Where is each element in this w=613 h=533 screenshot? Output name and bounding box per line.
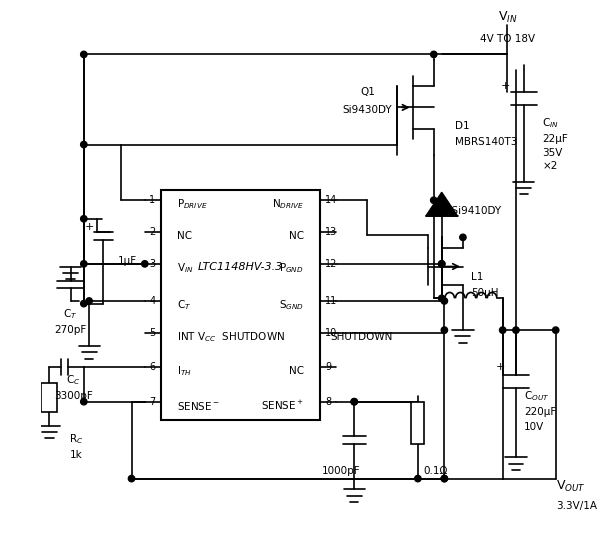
Text: R$_C$: R$_C$ [69,432,83,446]
Text: 2: 2 [149,227,155,237]
Text: 270pF: 270pF [55,325,86,335]
Text: C$_{IN}$: C$_{IN}$ [543,116,559,130]
Bar [411,402,424,444]
Text: I$_{TH}$: I$_{TH}$ [177,365,191,378]
Circle shape [460,234,466,240]
Circle shape [414,475,421,482]
Circle shape [441,327,447,333]
Circle shape [430,51,437,58]
Text: NC: NC [177,231,192,241]
Text: +: + [495,362,504,372]
Circle shape [81,51,87,58]
Circle shape [441,475,447,482]
Circle shape [81,399,87,405]
Text: 50μH: 50μH [471,288,498,298]
Text: LTC1148HV-3.3: LTC1148HV-3.3 [197,262,283,271]
Bar [42,383,57,413]
Circle shape [81,216,87,222]
Text: 1μF: 1μF [118,256,137,266]
Text: C$_C$: C$_C$ [66,374,80,387]
Text: 22μF: 22μF [543,134,568,144]
Text: 13: 13 [325,227,337,237]
Circle shape [351,399,357,405]
Text: S$_{GND}$: S$_{GND}$ [279,298,304,312]
Text: V$_{IN}$: V$_{IN}$ [177,261,193,275]
Circle shape [128,475,135,482]
Text: 1: 1 [149,195,155,205]
Text: Q2, Si9410DY: Q2, Si9410DY [430,206,501,216]
Text: ×2: ×2 [543,161,558,171]
Text: SHUTDOWN: SHUTDOWN [330,332,393,342]
Text: 35V: 35V [543,148,563,158]
Text: 220μF: 220μF [524,407,556,417]
Text: 12: 12 [325,259,337,269]
Circle shape [441,475,447,482]
Text: 8: 8 [325,397,331,407]
Text: L1: L1 [471,272,483,282]
Text: Q1: Q1 [360,86,375,96]
Text: 3: 3 [149,259,155,269]
Text: +: + [501,81,510,91]
Circle shape [430,197,437,204]
Text: 6: 6 [149,362,155,372]
Circle shape [438,261,445,267]
Text: SENSE$^+$: SENSE$^+$ [261,399,304,413]
Text: 9: 9 [325,362,331,372]
Text: 3300pF: 3300pF [54,391,93,401]
Circle shape [438,261,445,267]
Circle shape [512,327,519,333]
Text: +: + [85,222,94,232]
Text: 4: 4 [149,296,155,306]
Text: 0.1Ω: 0.1Ω [423,466,447,475]
Text: 5: 5 [149,328,155,338]
Text: 11: 11 [325,296,337,306]
Text: 3.3V/1A: 3.3V/1A [556,501,596,511]
Text: C$_T$: C$_T$ [63,308,78,321]
Text: 1k: 1k [69,450,82,460]
Text: 7: 7 [149,397,155,407]
Bar [161,190,320,420]
Circle shape [552,327,559,333]
Text: MBRS140T3: MBRS140T3 [455,137,517,147]
Text: P$_{GND}$: P$_{GND}$ [279,261,304,275]
Text: C$_{OUT}$: C$_{OUT}$ [524,390,549,403]
Text: SENSE$^-$: SENSE$^-$ [177,400,219,412]
Text: Si9430DY: Si9430DY [343,105,392,115]
Text: 14: 14 [325,195,337,205]
Circle shape [81,141,87,148]
Circle shape [438,295,445,302]
Circle shape [441,298,447,304]
Circle shape [142,261,148,267]
Text: V$_{OUT}$: V$_{OUT}$ [556,479,585,494]
Text: 1000pF: 1000pF [322,466,360,475]
Text: NC: NC [289,367,304,376]
Circle shape [351,399,357,405]
Text: V$_{IN}$: V$_{IN}$ [498,10,518,25]
Circle shape [81,261,87,267]
Circle shape [81,301,87,307]
Text: D1: D1 [455,121,470,131]
Text: N$_{DRIVE}$: N$_{DRIVE}$ [272,198,304,212]
Text: INT V$_{CC}$  SHUTDOWN: INT V$_{CC}$ SHUTDOWN [177,330,284,344]
Text: C$_T$: C$_T$ [177,298,191,312]
Text: P$_{DRIVE}$: P$_{DRIVE}$ [177,198,207,212]
Polygon shape [426,192,458,216]
Circle shape [86,298,93,304]
Text: 4V TO 18V: 4V TO 18V [481,34,536,44]
Circle shape [500,327,506,333]
Text: 10: 10 [325,328,337,338]
Text: 10V: 10V [524,422,544,432]
Text: NC: NC [289,231,304,241]
